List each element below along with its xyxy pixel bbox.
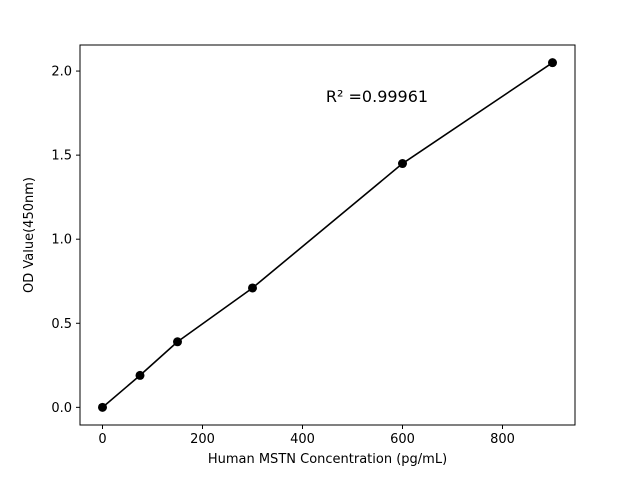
- x-tick-label: 200: [190, 432, 215, 447]
- data-point: [248, 283, 257, 293]
- y-tick-label: 0.0: [51, 401, 72, 416]
- data-point: [98, 402, 107, 412]
- y-tick-label: 0.5: [51, 317, 72, 332]
- x-tick-label: 0: [98, 432, 106, 447]
- x-tick-label: 400: [290, 432, 315, 447]
- y-tick-label: 1.0: [51, 233, 72, 248]
- plot-area: 0 200 400 600 800 0.0 0.5 1.0 1.5 2.0 Human MSTN C…: [22, 44, 576, 467]
- y-tick-label: 2.0: [51, 65, 72, 80]
- data-point: [398, 159, 407, 169]
- x-tick-label: 800: [490, 432, 515, 447]
- x-axis-label: Human MSTN Concentration (pg/mL): [208, 452, 447, 467]
- data-point: [135, 370, 145, 380]
- y-tick-label: 1.5: [51, 149, 72, 164]
- y-axis-label: OD Value(450nm): [22, 177, 37, 293]
- r-squared-annotation: R² =0.99961: [326, 87, 428, 106]
- axes-border: [79, 44, 576, 426]
- data-point: [548, 58, 557, 68]
- x-tick-label: 600: [390, 432, 415, 447]
- fit-line: [101, 61, 554, 409]
- data-point: [173, 337, 182, 347]
